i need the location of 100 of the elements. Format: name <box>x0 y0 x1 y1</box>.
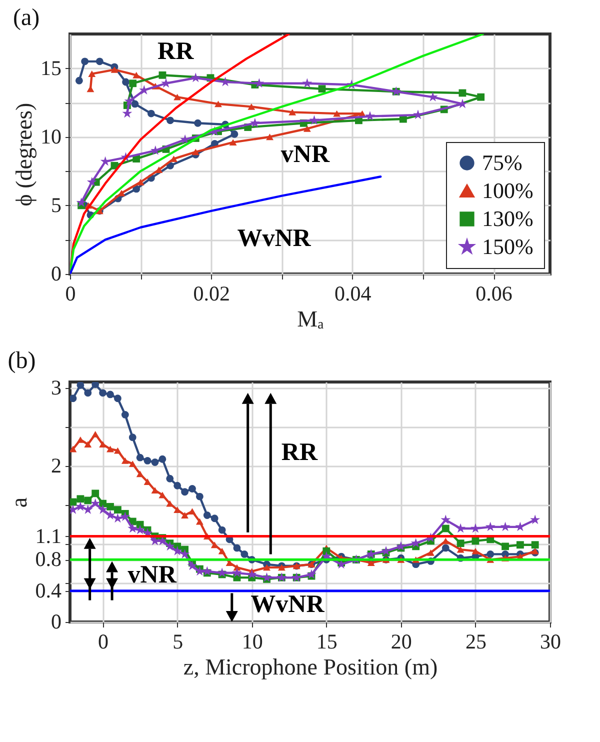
point <box>515 522 526 532</box>
x-axis-title: Mₐ <box>297 306 324 332</box>
point <box>86 176 97 186</box>
legend-label: 150% <box>482 234 534 259</box>
point <box>151 487 159 494</box>
point <box>485 522 496 532</box>
point <box>194 119 202 127</box>
point <box>306 569 316 579</box>
point <box>181 512 188 518</box>
point <box>132 185 140 193</box>
point <box>98 504 108 514</box>
point <box>210 514 218 522</box>
x-tick-label: 0.02 <box>193 282 230 306</box>
annotation: RR <box>281 439 318 466</box>
point <box>440 514 451 524</box>
point <box>84 441 92 448</box>
point <box>202 566 212 576</box>
chart-title: (b) <box>8 348 36 374</box>
point <box>174 94 181 100</box>
annotation: vNR <box>128 561 178 588</box>
x-tick-label: 0.04 <box>334 282 372 306</box>
point <box>240 550 248 558</box>
annotation: vNR <box>280 141 330 168</box>
point <box>144 478 152 485</box>
point <box>172 546 182 556</box>
point <box>122 108 132 118</box>
point <box>288 108 296 116</box>
point <box>318 85 326 93</box>
point <box>442 544 450 552</box>
y-tick-label: 0.8 <box>35 547 62 572</box>
x-tick-label: 0 <box>98 630 109 654</box>
point <box>196 492 204 500</box>
point <box>106 502 114 510</box>
point <box>84 389 92 397</box>
point <box>99 389 107 397</box>
x-tick-label: 5 <box>172 630 184 654</box>
point <box>136 454 144 462</box>
point <box>456 540 464 548</box>
y-axis-title: a <box>6 497 32 508</box>
y-tick-label: 3 <box>51 376 62 400</box>
legend-label: 75% <box>482 150 522 175</box>
point <box>365 111 375 121</box>
legend-label: 130% <box>482 206 534 231</box>
point <box>203 512 211 519</box>
point <box>427 549 434 556</box>
x-tick-label: 10 <box>242 630 263 654</box>
point <box>333 110 341 117</box>
point <box>442 524 450 532</box>
point <box>106 390 114 398</box>
point <box>92 382 100 388</box>
point <box>136 520 144 528</box>
point <box>230 130 238 138</box>
point <box>155 166 163 173</box>
point <box>500 522 510 532</box>
point <box>413 110 423 120</box>
point <box>70 446 77 452</box>
point <box>214 100 222 108</box>
point <box>90 498 100 508</box>
point <box>135 524 146 534</box>
point <box>190 72 201 82</box>
point <box>192 148 200 156</box>
point <box>502 542 509 550</box>
point <box>121 457 129 464</box>
x-tick-label: 0.06 <box>476 282 512 306</box>
point <box>106 446 114 452</box>
point <box>76 382 84 389</box>
point <box>81 58 89 66</box>
point <box>248 103 256 110</box>
chart-title: (a) <box>13 5 40 31</box>
point <box>486 550 494 558</box>
annotation: WvNR <box>250 591 326 618</box>
point <box>70 394 77 402</box>
point <box>472 548 480 554</box>
point <box>88 70 96 77</box>
point <box>531 541 539 549</box>
point <box>96 58 104 66</box>
annotation: RR <box>158 38 195 65</box>
point <box>136 178 144 186</box>
point <box>170 156 178 162</box>
point <box>470 523 480 533</box>
point <box>187 560 198 570</box>
legend-label: 100% <box>482 178 534 203</box>
point <box>188 508 196 515</box>
point <box>210 542 218 548</box>
x-tick-label: 25 <box>465 630 486 654</box>
point <box>120 512 130 522</box>
point <box>196 518 204 525</box>
point <box>250 118 260 128</box>
y-tick-label: 0 <box>51 262 62 286</box>
point <box>263 564 270 571</box>
point <box>76 495 84 503</box>
point <box>128 460 136 468</box>
y-tick-label: 15 <box>40 56 62 80</box>
point <box>158 455 166 463</box>
point <box>158 71 166 79</box>
point <box>180 548 190 558</box>
point <box>92 430 100 438</box>
y-tick-label: 1.1 <box>35 524 62 548</box>
point <box>166 474 174 482</box>
point <box>229 139 237 146</box>
